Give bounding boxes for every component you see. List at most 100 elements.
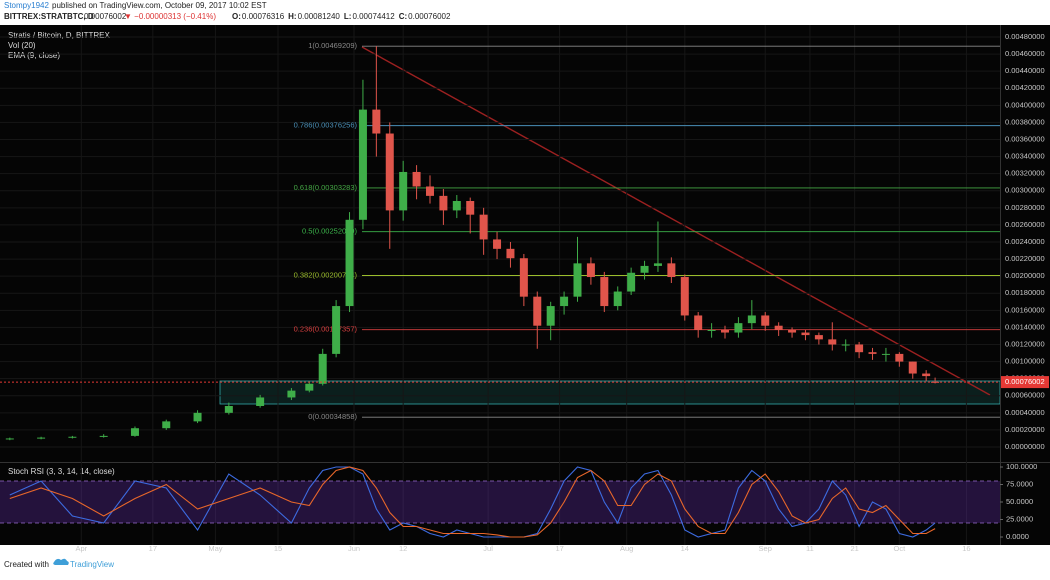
candle-body: [734, 323, 743, 333]
footer-bg: [0, 555, 1050, 575]
candle-body: [801, 332, 810, 336]
fib-label: 0.382(0.00200774): [294, 270, 358, 279]
footer-text: Created with: [4, 560, 49, 569]
y-tick-label: 0.00180000: [1005, 288, 1045, 297]
x-tick-label: May: [208, 544, 222, 553]
y-tick-label: 0.00480000: [1005, 32, 1045, 41]
candle-body: [332, 306, 341, 354]
candle-body: [193, 412, 202, 422]
y-tick-label: 0.00020000: [1005, 425, 1045, 434]
fib-label: 1(0.00469209): [308, 41, 357, 50]
candle-body: [506, 248, 515, 259]
candle-body: [287, 390, 296, 398]
ohlc-key: L:: [344, 12, 352, 21]
y-tick-label: 0.00160000: [1005, 305, 1045, 314]
candle-body: [828, 339, 837, 345]
candle-body: [707, 329, 716, 331]
candle-body: [533, 296, 542, 326]
y-tick-label: 0.00420000: [1005, 83, 1045, 92]
y-tick-label: 0.00240000: [1005, 237, 1045, 246]
rsi-tick-label: 100.0000: [1006, 462, 1037, 471]
x-tick-label: 17: [149, 544, 157, 553]
fib-label: 0.786(0.00376256): [294, 121, 358, 130]
candle-body: [788, 329, 797, 333]
brand-logo: [53, 558, 69, 565]
candle-body: [694, 315, 703, 330]
y-tick-label: 0.00120000: [1005, 339, 1045, 348]
y-tick-label: 0.00100000: [1005, 357, 1045, 366]
candle-body: [868, 352, 877, 354]
change: ▼ −0.00000313 (−0.41%): [124, 12, 216, 21]
candle-body: [224, 406, 233, 413]
candle-body: [399, 171, 408, 211]
candle-body: [573, 263, 582, 297]
candle-body: [667, 263, 676, 278]
candle-body: [747, 315, 756, 324]
candle-body: [600, 277, 609, 307]
y-tick-label: 0.00260000: [1005, 220, 1045, 229]
rsi-tick-label: 75.0000: [1006, 479, 1033, 488]
x-tick-label: Jun: [348, 544, 360, 553]
y-tick-label: 0.00440000: [1005, 66, 1045, 75]
candle-body: [425, 186, 434, 196]
y-tick-label: 0.00460000: [1005, 49, 1045, 58]
y-tick-label: 0.00200000: [1005, 271, 1045, 280]
candle-body: [895, 353, 904, 362]
x-tick-label: Aug: [620, 544, 633, 553]
candle-body: [452, 201, 461, 211]
candle-body: [931, 381, 940, 383]
fib-label: 0.618(0.00303283): [294, 183, 358, 192]
brand[interactable]: TradingView: [70, 560, 114, 569]
author[interactable]: Stompy1942: [4, 1, 49, 10]
y-tick-label: 0.00360000: [1005, 134, 1045, 143]
candle-body: [345, 219, 354, 307]
candle-body: [814, 335, 823, 340]
rsi-band: [0, 481, 1000, 523]
candle-body: [653, 263, 662, 266]
candle-body: [37, 437, 46, 439]
candle-body: [493, 239, 502, 249]
rsi-line: [9, 466, 936, 538]
candle-body: [305, 383, 314, 391]
candle-body: [412, 171, 421, 187]
candle-body: [479, 214, 488, 240]
candle-body: [466, 201, 475, 215]
fib-label: 0(0.00034858): [308, 412, 357, 421]
candle-body: [922, 373, 931, 377]
ohlc-key: C:: [399, 12, 407, 21]
candle-body: [372, 109, 381, 134]
rsi-line: [9, 466, 936, 538]
candle-body: [721, 329, 730, 333]
y-tick-label: 0.00340000: [1005, 152, 1045, 161]
candle-body: [546, 306, 555, 326]
highlight-box: [219, 380, 1001, 405]
y-tick-label: 0.00380000: [1005, 117, 1045, 126]
y-tick-label: 0.00000000: [1005, 442, 1045, 451]
candle-body: [680, 277, 689, 316]
candle-body: [519, 258, 528, 297]
candle-body: [385, 133, 394, 211]
candle-body: [130, 428, 139, 436]
x-tick-label: 14: [681, 544, 689, 553]
candle-body: [586, 263, 595, 278]
y-tick-label: 0.00220000: [1005, 254, 1045, 263]
y-tick-label: 0.00040000: [1005, 408, 1045, 417]
x-tick-label: 17: [555, 544, 563, 553]
y-tick-label: 0.00300000: [1005, 186, 1045, 195]
x-tick-label: Oct: [894, 544, 907, 553]
ohlc-value: 0.00074412: [352, 12, 395, 21]
rsi-tick-label: 0.0000: [1006, 532, 1029, 541]
y-tick-label: 0.00140000: [1005, 322, 1045, 331]
fib-label: 0.236(0.00137357): [294, 325, 358, 334]
indicator: Vol (20): [8, 41, 36, 50]
rsi-tick-label: 50.0000: [1006, 497, 1033, 506]
rsi-title: Stoch RSI (3, 3, 14, 14, close): [8, 467, 115, 476]
x-tick-label: Jul: [483, 544, 493, 553]
last-price: 0.00076002: [84, 12, 127, 21]
candle-body: [774, 325, 783, 330]
chart-title: Stratis / Bitcoin, D, BITTREX: [8, 31, 110, 40]
candle-body: [881, 353, 890, 355]
x-tick-label: 15: [274, 544, 282, 553]
